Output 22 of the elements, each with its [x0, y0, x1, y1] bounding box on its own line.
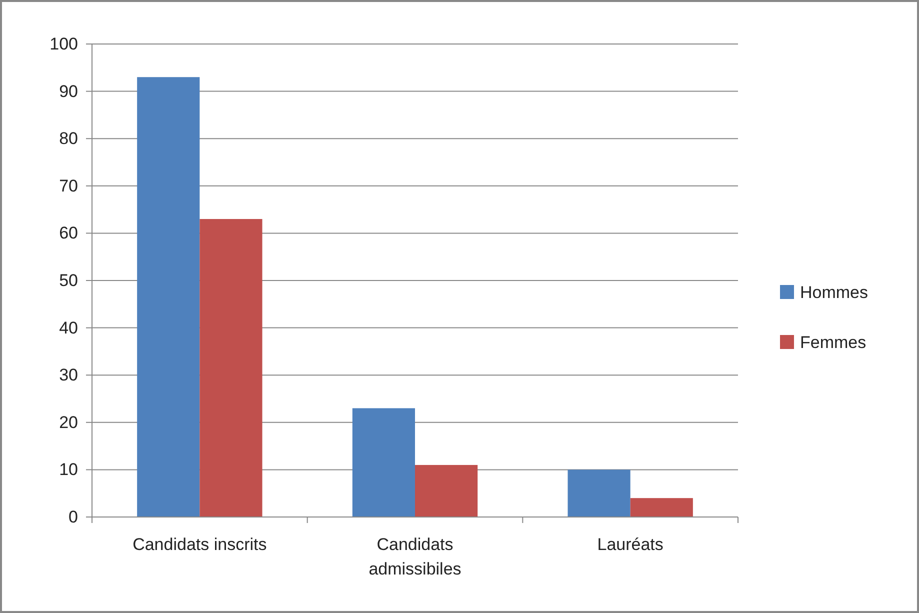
- y-tick-label: 0: [68, 507, 78, 526]
- x-tick-label: Lauréats: [597, 535, 664, 554]
- y-tick-label: 90: [59, 82, 78, 101]
- legend-label: Hommes: [800, 283, 868, 302]
- bar: [630, 498, 693, 517]
- x-tick-label: Candidats inscrits: [132, 535, 267, 554]
- y-tick-label: 30: [59, 366, 78, 385]
- bar: [200, 219, 262, 517]
- bar: [568, 470, 630, 517]
- y-tick-label: 20: [59, 412, 78, 432]
- y-tick-label: 100: [50, 34, 78, 54]
- y-tick-label: 10: [59, 460, 78, 480]
- bar: [352, 408, 415, 517]
- legend-label: Femmes: [800, 333, 866, 352]
- x-tick-label: Candidats admissibiles: [368, 535, 462, 579]
- y-tick-label: 40: [59, 318, 78, 338]
- bar: [415, 464, 478, 517]
- y-tick-label: 80: [59, 129, 78, 148]
- bar: [137, 77, 200, 517]
- y-tick-label: 60: [59, 224, 78, 243]
- y-tick-label: 70: [59, 176, 78, 196]
- y-tick-label: 50: [59, 270, 78, 290]
